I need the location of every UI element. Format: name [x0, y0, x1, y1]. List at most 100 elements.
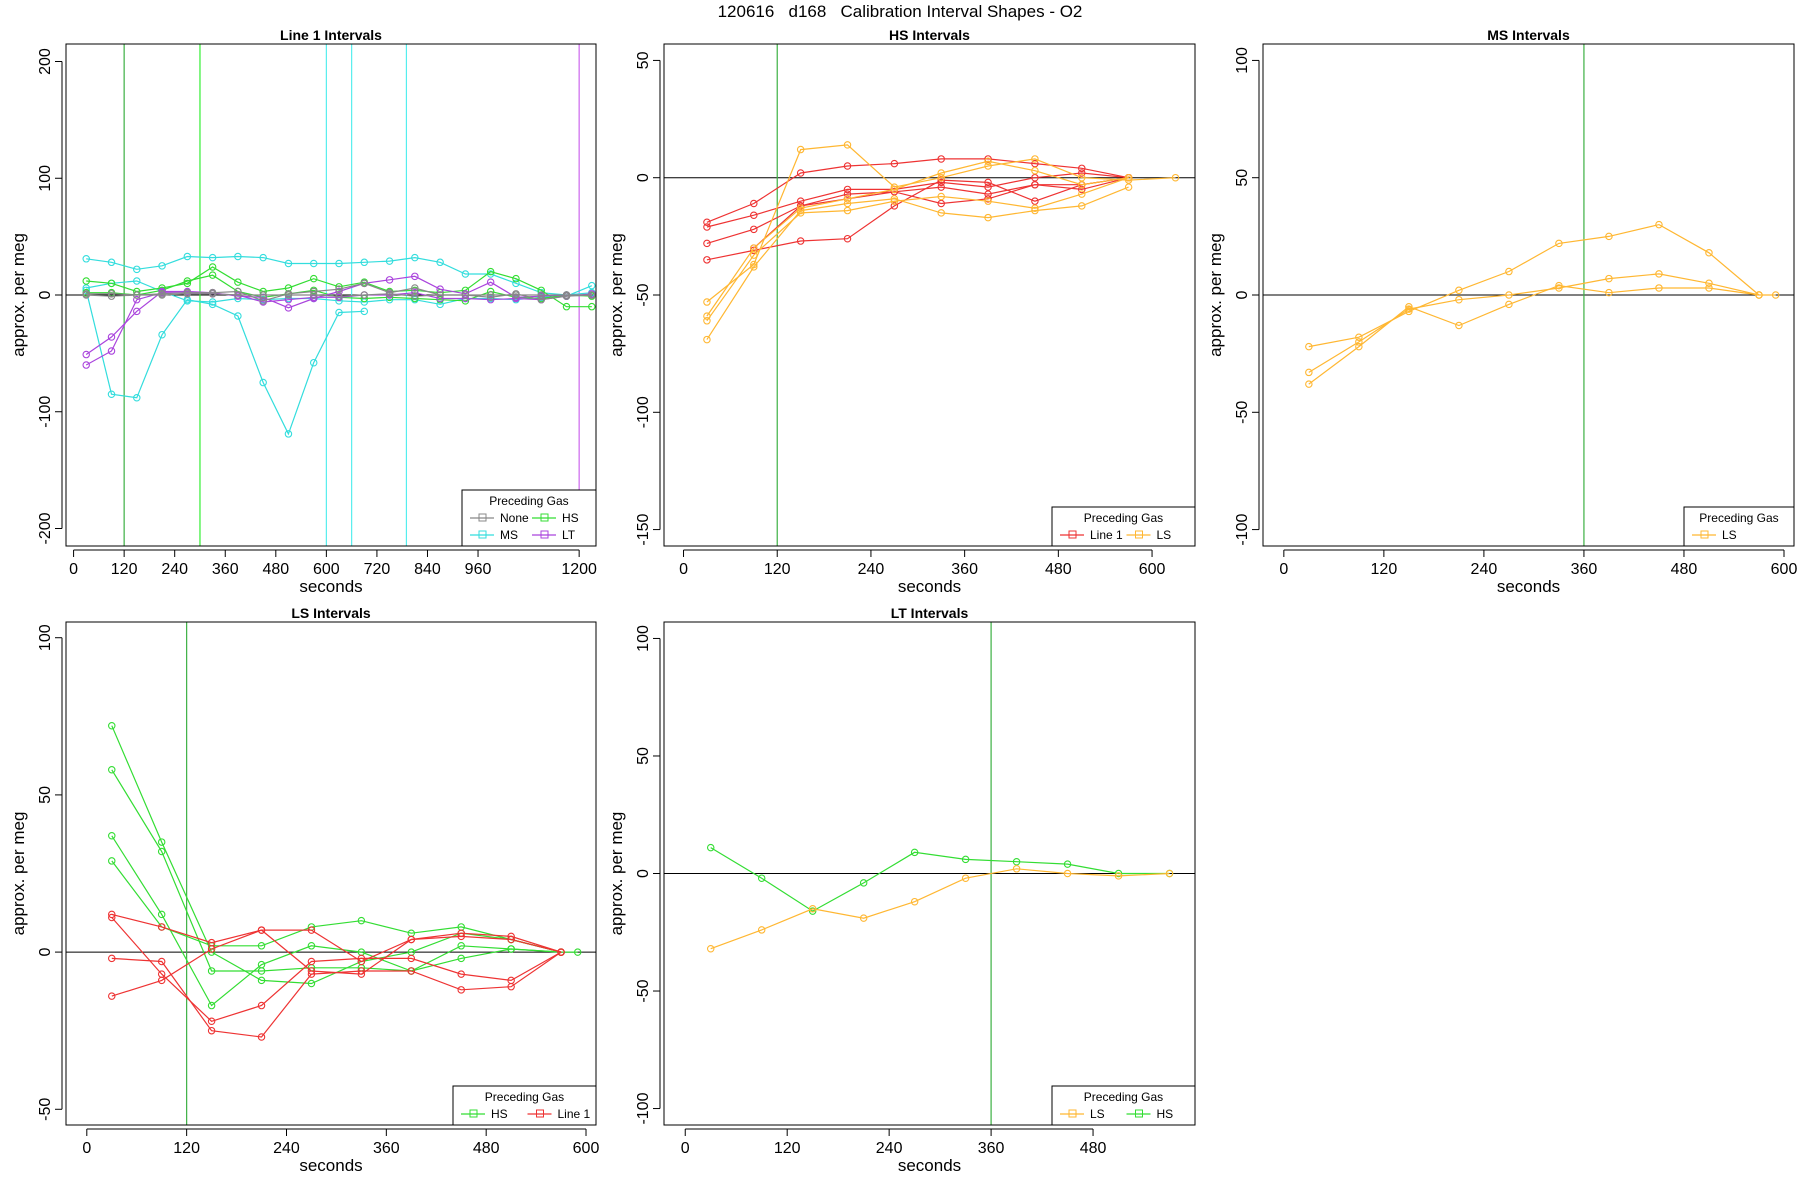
x-tick-label: 120: [774, 1140, 801, 1157]
data-point: [335, 285, 343, 293]
data-point: [1078, 169, 1086, 177]
series-line: [710, 847, 1170, 912]
legend-box: [1683, 506, 1795, 547]
y-tick-label: -100: [635, 1092, 652, 1124]
y-tick-label: -50: [37, 1098, 54, 1121]
data-point: [1063, 869, 1072, 878]
y-tick-label: -100: [1234, 513, 1251, 545]
legend-title: Preceding Gas: [489, 494, 568, 508]
data-point: [537, 291, 545, 299]
legend-entry-label: HS: [491, 1107, 508, 1121]
series-line: [85, 290, 365, 436]
data-point: [984, 178, 992, 187]
data-point: [1605, 288, 1613, 297]
plot-area: [664, 44, 1195, 546]
chart-title: HS Intervals: [889, 27, 970, 43]
data-point: [107, 333, 116, 341]
data-point: [703, 218, 711, 227]
data-point: [208, 290, 217, 298]
series-2: [703, 169, 1133, 231]
series-8: [703, 173, 1133, 325]
data-point: [357, 916, 366, 925]
series-2: [82, 286, 369, 438]
data-point: [82, 361, 90, 369]
data-point: [385, 257, 394, 265]
legend-entry-label: None: [500, 511, 529, 525]
series-line: [706, 144, 1176, 303]
data-point: [843, 206, 852, 215]
data-point: [407, 954, 416, 963]
x-tick-label: 600: [1139, 561, 1166, 578]
data-point: [257, 960, 266, 969]
data-point: [910, 897, 919, 906]
data-point: [309, 259, 318, 268]
x-tick-label: 120: [111, 561, 138, 578]
data-point: [360, 279, 369, 288]
data-point: [457, 986, 465, 994]
data-point: [157, 847, 166, 856]
x-tick-label: 840: [414, 561, 441, 578]
data-point: [706, 944, 715, 953]
data-point: [107, 279, 116, 288]
chart-panel-2: HS Intervals 0 120 240 360 480 600 seconds -150 -…: [607, 27, 1196, 596]
data-point: [207, 1001, 216, 1010]
legend-entry-label: HS: [562, 511, 579, 525]
data-point: [562, 291, 571, 299]
series-2: [1305, 270, 1780, 377]
data-point: [486, 278, 495, 286]
y-tick-label: -50: [1234, 401, 1251, 424]
legend-entry-label: LS: [1090, 1107, 1105, 1121]
y-tick-label: -50: [635, 283, 652, 306]
data-point: [259, 297, 267, 305]
data-point: [360, 307, 369, 316]
legend-entry-label: HS: [1157, 1107, 1174, 1121]
data-point: [562, 302, 571, 311]
series-9: [703, 183, 1133, 344]
x-tick-label: 120: [173, 1140, 200, 1157]
plot-frame: [65, 621, 597, 1126]
y-axis-label: approx. per meg: [1206, 233, 1225, 357]
data-point: [796, 237, 805, 245]
series-line: [111, 929, 562, 997]
data-point: [573, 948, 582, 956]
series-line: [86, 266, 592, 308]
series-6: [108, 913, 565, 1026]
x-tick-label: 480: [1080, 1140, 1107, 1157]
data-point: [1114, 869, 1123, 878]
data-point: [507, 982, 515, 991]
chart-panel-4: LS Intervals 0 120 240 360 480 600 seconds -50 0 5…: [9, 605, 599, 1175]
data-point: [284, 430, 293, 438]
legend-box: [1051, 506, 1196, 547]
data-point: [961, 855, 970, 864]
x-tick-label: 360: [1571, 561, 1598, 578]
x-tick-label: 720: [364, 561, 391, 578]
data-point: [309, 358, 318, 367]
data-point: [937, 176, 945, 184]
chart-panel-3: MS Intervals 0 120 240 360 480 600 seconds -100 -…: [1206, 27, 1797, 596]
y-tick-label: 100: [1234, 47, 1251, 74]
series-4: [108, 857, 565, 956]
legend-entry-label: Line 1: [1090, 528, 1123, 542]
data-point: [107, 390, 116, 398]
data-point: [1031, 206, 1039, 215]
data-point: [108, 721, 116, 730]
x-tick-label: 0: [1279, 561, 1288, 578]
data-point: [486, 295, 495, 304]
data-point: [82, 255, 90, 263]
x-tick-label: 360: [978, 1140, 1005, 1157]
data-point: [890, 188, 899, 196]
y-tick-label: -100: [635, 396, 652, 428]
series-line: [111, 725, 562, 985]
data-point: [796, 209, 805, 217]
data-point: [750, 244, 758, 252]
data-point: [796, 197, 805, 205]
data-point: [257, 926, 266, 934]
data-point: [1031, 155, 1039, 163]
series-3: [1305, 281, 1763, 388]
legend-title: Preceding Gas: [1084, 511, 1163, 525]
y-tick-label: 0: [635, 869, 652, 878]
legend-swatch-marker: [536, 1109, 544, 1118]
data-point: [107, 292, 116, 300]
x-tick-label: 120: [1371, 561, 1398, 578]
data-point: [183, 252, 192, 261]
